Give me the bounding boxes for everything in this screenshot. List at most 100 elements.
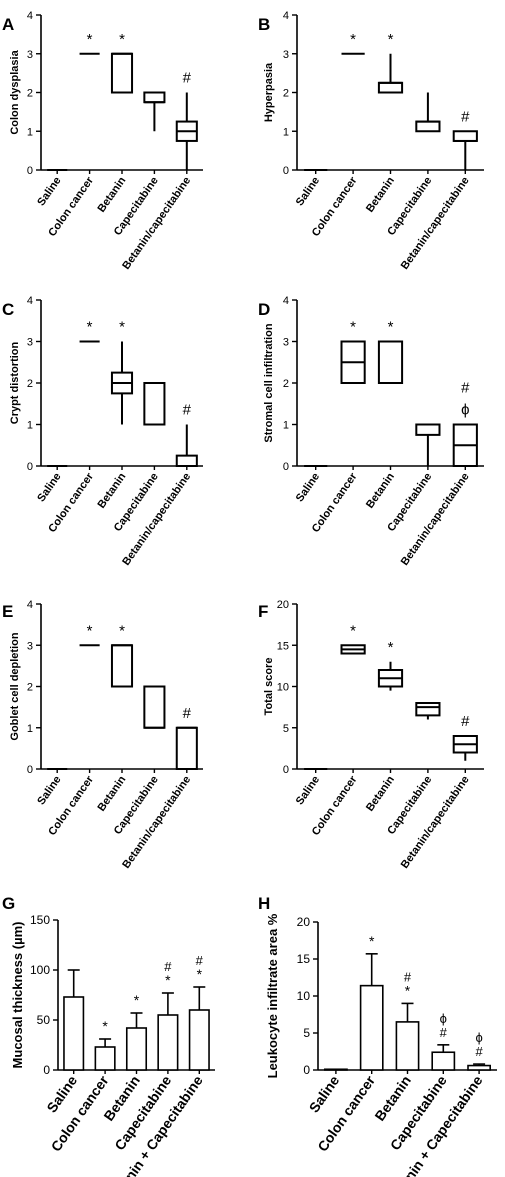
- panel-g-bar-3: [157, 1014, 179, 1071]
- panel-e-y-tick-label: 1: [27, 723, 33, 735]
- panel-a-y-tick-label: 2: [27, 88, 33, 100]
- panel-e-x-tick-label: Betanin: [95, 774, 128, 814]
- panel-d-x-tick-label: Saline: [294, 471, 322, 504]
- panel-c-x-tick-label: Saline: [35, 471, 63, 504]
- panel-a-x-tick-label: Saline: [35, 175, 63, 208]
- panel-f-x-tick-label: Betanin/capecitabine: [399, 774, 472, 871]
- panel-h-bar-2: [395, 1021, 420, 1071]
- panel-b-significance-4: #: [461, 108, 470, 125]
- panel-g-significance-1: *: [102, 1018, 108, 1034]
- panel-e-letter: E: [2, 602, 13, 621]
- panel-d-significance-4: ϕ: [461, 402, 469, 419]
- panel-h-bar-0: [324, 1068, 348, 1071]
- panel-b-y-tick-label: 2: [283, 88, 289, 100]
- panel-c-y-tick-label: 3: [27, 337, 33, 349]
- panel-d-y-axis-label: Stromal cell infiltration: [263, 323, 275, 442]
- panel-g-y-tick-label: 150: [30, 913, 50, 927]
- panel-f-significance-1: *: [350, 622, 356, 639]
- panel-e-y-axis-label: Goblet cell depletion: [9, 632, 21, 740]
- panel-c-y-axis-label: Crypt distortion: [9, 341, 21, 424]
- panel-d-box-2-iqr: [377, 340, 404, 384]
- panel-h-y-tick-label: 10: [297, 989, 311, 1003]
- panel-h-bar-4: [467, 1064, 491, 1071]
- panel-b-y-tick-label: 1: [283, 126, 289, 138]
- panel-c-y-tick-label: 0: [27, 461, 33, 473]
- panel-a-significance-2: *: [119, 31, 125, 48]
- panel-g-bar-2: [125, 1027, 148, 1071]
- panel-e-x-tick-label: Saline: [35, 774, 63, 807]
- panel-e-y-tick-label: 0: [27, 764, 33, 776]
- panel-a-y-tick-label: 3: [27, 49, 33, 61]
- panel-h-x-tick-label: Saline: [306, 1072, 343, 1115]
- panel-f-y-tick-label: 20: [277, 599, 289, 611]
- panel-d-box-3-iqr: [415, 423, 441, 436]
- panel-g-significance-2: *: [134, 992, 140, 1008]
- panel-c-significance-1: *: [87, 319, 93, 336]
- panel-a-x-tick-label: Betanin: [95, 175, 128, 215]
- panel-b-significance-2: *: [388, 31, 394, 48]
- panel-f-y-tick-label: 10: [277, 682, 289, 694]
- panel-h-y-tick-label: 0: [303, 1063, 310, 1077]
- panel-d-y-tick-label: 0: [283, 461, 289, 473]
- panel-f-y-tick-label: 0: [283, 764, 289, 776]
- panel-c-box-3-iqr: [143, 382, 166, 426]
- panel-e-box-3-iqr: [143, 685, 166, 729]
- panel-c-significance-2: *: [119, 319, 125, 336]
- panel-h-bar-3: [431, 1051, 456, 1071]
- panel-g-y-axis-label: Mucosal thickness (µm): [10, 922, 25, 1069]
- panel-c-y-tick-label: 4: [27, 295, 33, 307]
- panel-f-y-tick-label: 15: [277, 640, 289, 652]
- panel-g-y-tick-label: 50: [37, 1013, 51, 1027]
- panel-h-significance-4: #: [475, 1044, 483, 1059]
- panel-e-y-tick-label: 3: [27, 640, 33, 652]
- panel-g-significance-3: *: [165, 972, 171, 988]
- panel-a-y-tick-label: 1: [27, 126, 33, 138]
- panel-h-significance-1: *: [369, 933, 375, 949]
- panel-h-significance-4: ϕ: [475, 1030, 482, 1045]
- panel-a-letter: A: [2, 15, 14, 34]
- panel-e-significance-2: *: [119, 622, 125, 639]
- panel-d-letter: D: [258, 300, 270, 319]
- panel-d-x-tick-label: Betanin/capecitabine: [399, 471, 472, 568]
- panel-e-y-tick-label: 2: [27, 682, 33, 694]
- panel-d-y-tick-label: 2: [283, 378, 289, 390]
- panel-a-box-3-iqr: [143, 91, 166, 104]
- panel-b-significance-1: *: [350, 31, 356, 48]
- panel-a-significance-4: #: [183, 70, 192, 87]
- panel-g-significance-4: *: [197, 966, 203, 982]
- panel-b-x-tick-label: Betanin/capecitabine: [399, 175, 472, 272]
- panel-d-y-tick-label: 3: [283, 337, 289, 349]
- panel-h-y-tick-label: 20: [297, 915, 311, 929]
- panel-f-y-axis-label: Total score: [263, 658, 275, 716]
- panel-f-x-tick-label: Saline: [294, 774, 322, 807]
- panel-b-box-2-iqr: [377, 81, 404, 94]
- panel-h-y-tick-label: 15: [297, 952, 311, 966]
- panel-h-letter: H: [258, 894, 270, 913]
- panel-d-y-tick-label: 1: [283, 420, 289, 432]
- panel-c-significance-4: #: [183, 402, 192, 419]
- panel-c-y-tick-label: 2: [27, 378, 33, 390]
- panel-b-letter: B: [258, 15, 270, 34]
- panel-a-y-tick-label: 4: [27, 10, 33, 22]
- panel-d-y-tick-label: 4: [283, 295, 289, 307]
- panel-e-significance-1: *: [87, 622, 93, 639]
- panel-g-bar-1: [94, 1046, 116, 1071]
- panel-a-y-tick-label: 0: [27, 165, 33, 177]
- panel-h-significance-2: #: [404, 969, 412, 984]
- panel-f-y-tick-label: 5: [283, 723, 289, 735]
- panel-g-letter: G: [2, 894, 15, 913]
- panel-f-letter: F: [258, 602, 268, 621]
- panel-b-y-tick-label: 3: [283, 49, 289, 61]
- panel-b-box-3-iqr: [415, 120, 441, 133]
- panel-b-box-4-iqr: [452, 130, 478, 142]
- panel-d-significance-2: *: [388, 319, 394, 336]
- panel-b-x-tick-label: Betanin: [364, 175, 397, 215]
- panel-f-x-tick-label: Betanin: [364, 774, 397, 814]
- panel-g-y-tick-label: 100: [30, 963, 50, 977]
- panel-d-x-tick-label: Betanin: [364, 471, 397, 511]
- panel-h-bar-1: [359, 984, 384, 1071]
- panel-g-significance-3: #: [164, 959, 172, 974]
- panel-d-significance-1: *: [350, 319, 356, 336]
- panel-a-y-axis-label: Colon dysplasia: [9, 49, 21, 134]
